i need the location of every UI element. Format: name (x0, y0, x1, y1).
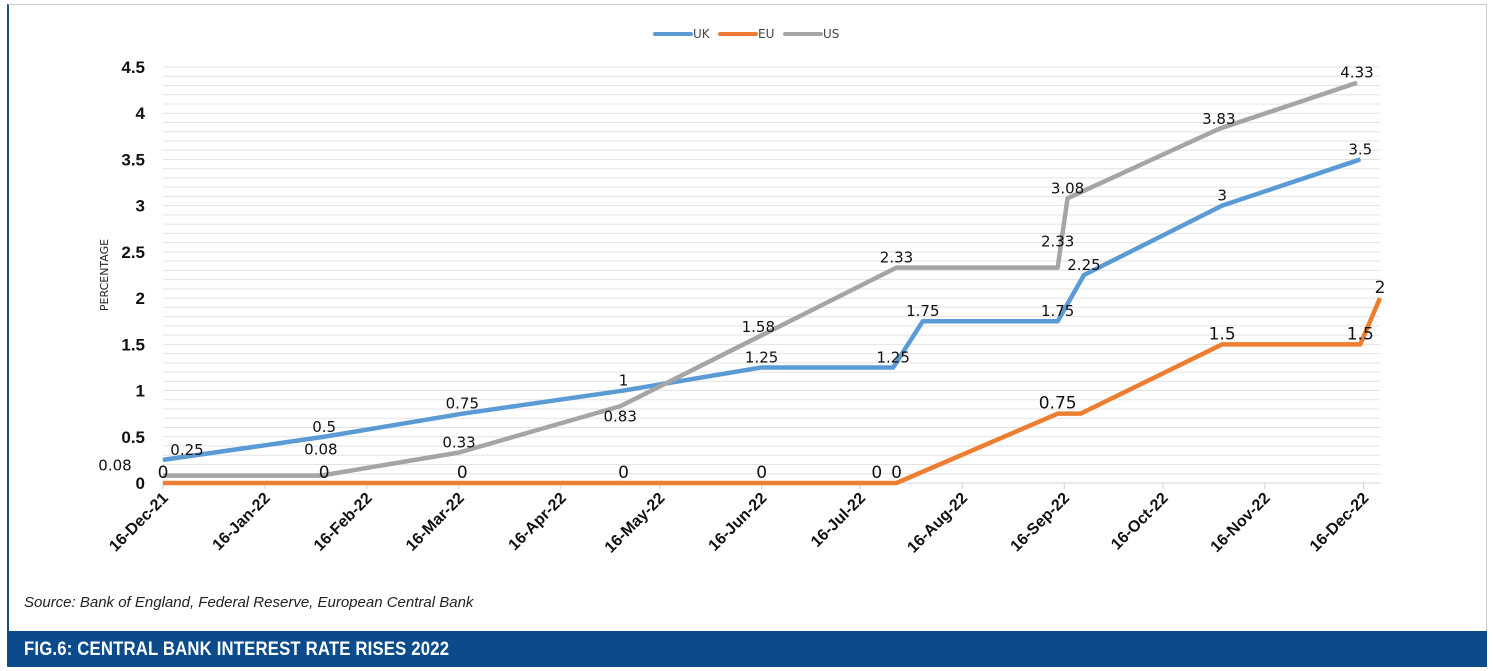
data-point-uk (761, 366, 763, 368)
data-label-us: 2.33 (880, 249, 913, 267)
data-label-eu: 0 (871, 463, 882, 483)
x-tick-label: 16-Dec-22 (1307, 490, 1373, 556)
figure-title: FIG.6: CENTRAL BANK INTEREST RATE RISES … (24, 639, 450, 660)
data-point-uk (1083, 274, 1085, 276)
data-point-uk (162, 459, 164, 461)
data-point-uk (622, 390, 624, 392)
data-label-eu: 0 (618, 463, 629, 483)
y-tick-label: 2 (136, 289, 145, 308)
data-label-uk: 3 (1217, 187, 1227, 205)
data-label-uk: 2.25 (1067, 256, 1100, 274)
data-point-eu (1379, 297, 1381, 299)
data-label-us: 2.33 (1041, 233, 1074, 251)
data-point-eu (162, 482, 164, 484)
y-tick-label: 4.5 (121, 58, 145, 77)
data-point-eu (1359, 343, 1361, 345)
x-tick-label: 16-Sep-22 (1008, 490, 1074, 556)
x-tick-label: 16-May-22 (602, 490, 669, 557)
y-tick-label: 1.5 (121, 335, 145, 354)
data-label-eu: 0 (457, 463, 468, 483)
x-tick-label: 16-Jun-22 (706, 490, 771, 555)
data-point-us (320, 475, 322, 477)
data-label-eu: 2 (1375, 278, 1386, 298)
data-label-uk: 1 (619, 372, 629, 390)
data-label-us: 4.33 (1340, 64, 1373, 82)
data-point-uk (922, 320, 924, 322)
legend-label-us: US (823, 27, 839, 41)
x-tick-label: 16-Jul-22 (808, 490, 869, 551)
x-tick-label: 16-Dec-21 (106, 490, 172, 556)
data-point-uk (461, 413, 463, 415)
data-label-uk: 1.75 (1041, 302, 1074, 320)
data-label-uk: 1.25 (745, 348, 778, 366)
data-label-uk: 0.75 (446, 395, 479, 413)
y-tick-label: 1 (136, 382, 145, 401)
legend-label-uk: UK (693, 27, 711, 41)
data-point-uk (1359, 158, 1361, 160)
data-point-eu (622, 482, 624, 484)
data-label-eu: 0 (158, 463, 169, 483)
series-line-uk (162, 157, 1361, 463)
data-label-uk: 3.5 (1348, 140, 1372, 158)
series-line-eu (163, 297, 1383, 486)
data-point-us (757, 336, 759, 338)
data-point-uk (892, 366, 894, 368)
data-label-uk: 1.75 (906, 302, 939, 320)
data-point-eu (461, 482, 463, 484)
data-point-us (1057, 267, 1059, 269)
data-label-us: 3.83 (1202, 110, 1235, 128)
data-point-eu (1080, 413, 1082, 415)
data-label-us: 0.83 (603, 407, 636, 425)
data-point-uk (1057, 320, 1059, 322)
x-tick-label: 16-Aug-22 (904, 490, 971, 557)
data-point-us (1356, 82, 1358, 84)
x-tick-label: 16-Mar-22 (403, 490, 468, 555)
source-note: Source: Bank of England, Federal Reserve… (24, 594, 474, 611)
data-point-us (895, 267, 897, 269)
line-chart: 0 0.5 1 1.5 2 2.5 3 3.5 4 4.5 PERCENTAGE 16-Dec-21 1… (98, 27, 1386, 557)
data-point-eu (323, 482, 325, 484)
data-point-uk (1221, 205, 1223, 207)
x-tick-label: 16-Apr-22 (506, 490, 570, 554)
data-label-us: 3.08 (1051, 179, 1084, 197)
x-tick-label: 16-Feb-22 (311, 490, 376, 555)
data-label-uk: 0.25 (170, 441, 203, 459)
data-label-us: 0.08 (98, 457, 131, 475)
data-point-eu (895, 482, 897, 484)
data-point-eu (1221, 343, 1223, 345)
x-tick-label: 16-Nov-22 (1208, 490, 1274, 556)
data-point-us (458, 451, 460, 453)
data-label-uk: 0.5 (312, 418, 336, 436)
data-point-us (1218, 128, 1220, 130)
figure-title-banner: FIG.6: CENTRAL BANK INTEREST RATE RISES … (8, 631, 1487, 667)
data-point-eu (1057, 413, 1059, 415)
legend-label-eu: EU (758, 27, 774, 41)
y-tick-label: 0.5 (121, 428, 145, 447)
data-point-uk (323, 436, 325, 438)
series-line-us (163, 80, 1358, 478)
data-label-eu: 0 (891, 463, 902, 483)
y-tick-label: 0 (136, 474, 145, 493)
data-point-eu (876, 482, 878, 484)
y-tick-label: 3 (136, 197, 145, 216)
data-point-us (162, 475, 164, 477)
data-label-eu: 0 (319, 463, 330, 483)
data-label-eu: 1.5 (1347, 324, 1374, 344)
data-label-us: 0.08 (304, 441, 337, 459)
x-tick-label: 16-Jan-22 (210, 490, 274, 554)
y-axis-title: PERCENTAGE (98, 239, 111, 311)
y-tick-label: 2.5 (121, 243, 145, 262)
y-tick-label: 3.5 (121, 150, 145, 169)
data-label-eu: 1.5 (1209, 324, 1236, 344)
data-label-uk: 1.25 (876, 348, 909, 366)
data-point-us (619, 405, 621, 407)
data-label-us: 0.33 (442, 433, 475, 451)
data-label-eu: 0 (756, 463, 767, 483)
data-label-us: 1.58 (742, 318, 775, 336)
y-tick-label: 4 (136, 104, 146, 123)
data-point-eu (761, 482, 763, 484)
x-tick-label: 16-Oct-22 (1108, 490, 1172, 554)
data-point-us (1067, 197, 1069, 199)
data-label-eu: 0.75 (1039, 394, 1077, 414)
